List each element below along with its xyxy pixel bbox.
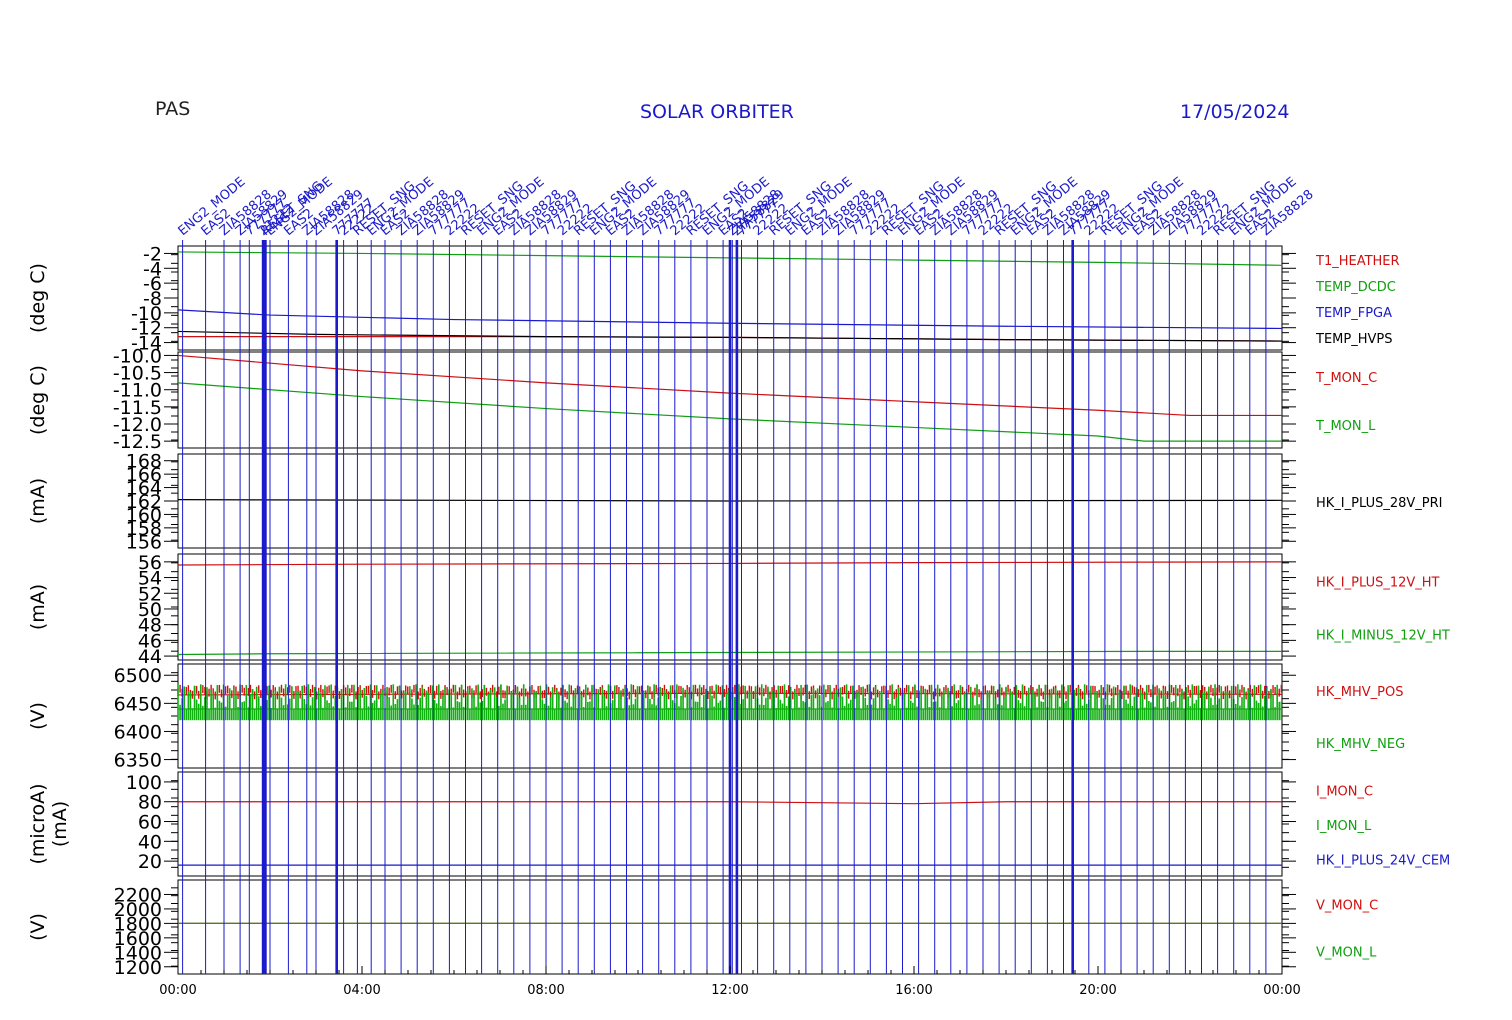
y-tick-label: 166 (126, 464, 162, 486)
legend-entry: T1_HEATHER (1315, 254, 1400, 269)
event-lines-layer (182, 240, 1267, 974)
y-axis-label: (mA) (27, 584, 49, 630)
y-tick-label: 168 (126, 451, 162, 473)
legend-entry: HK_I_PLUS_24V_CEM (1316, 854, 1450, 869)
y-tick-label: 2200 (114, 884, 162, 906)
legend-entry: HK_MHV_POS (1316, 685, 1404, 700)
panel-1: -2-4-6-8-10-12-14 (deg C) T1_HEATHER TEMP_D… (27, 243, 1400, 354)
y-tick-label: -14 (131, 333, 162, 355)
panel-2: -10.0-10.5-11.0-11.5-12.0-12.5 (deg C) T_M… (27, 345, 1377, 453)
y-tick-label: 6350 (114, 750, 162, 772)
y-axis-label: (mA) (27, 478, 49, 524)
y-tick-label: 46 (138, 630, 162, 652)
y-tick-label: 162 (126, 491, 162, 513)
y-tick-label: 1200 (114, 957, 162, 979)
y-axis-label: (V) (27, 913, 49, 941)
y-tick-label: -11.0 (113, 380, 162, 402)
x-tick-label: 12:00 (711, 983, 748, 998)
legend-entry: TEMP_HVPS (1315, 332, 1392, 347)
y-axis-label: (microA) (27, 783, 49, 864)
y-tick-label: -2 (143, 243, 162, 265)
y-tick-label: 6500 (114, 665, 162, 687)
y-tick-label: -8 (143, 288, 162, 310)
legend-entry: I_MON_C (1316, 784, 1373, 799)
legend-entry: V_MON_L (1316, 946, 1377, 961)
y-tick-label: 2000 (114, 899, 162, 921)
legend-entry: HK_I_PLUS_12V_HT (1316, 576, 1440, 591)
y-tick-label: -10.5 (113, 363, 162, 385)
x-tick-label: 20:00 (1079, 983, 1116, 998)
x-tick-label: 16:00 (895, 983, 932, 998)
event-label-layer: ENG2_MODEEAS2ZIA58828ZIA5882977777722222… (176, 101, 1317, 239)
y-tick-label: 1800 (114, 913, 162, 935)
x-tick-label: 00:00 (1263, 983, 1300, 998)
y-tick-label: 6450 (114, 693, 162, 715)
legend-entry: T_MON_L (1315, 419, 1376, 434)
y-tick-label: 164 (126, 478, 162, 500)
legend-entry: T_MON_C (1315, 371, 1377, 386)
y-tick-label: -6 (143, 273, 162, 295)
series-line (177, 309, 1283, 330)
y-tick-label: -12 (131, 318, 162, 340)
y-tick-label: -12.0 (113, 414, 162, 436)
y-tick-label: 40 (138, 831, 162, 853)
series-line (177, 330, 1283, 342)
y-tick-label: 100 (126, 772, 162, 794)
legend-entry: V_MON_C (1316, 899, 1378, 914)
y-tick-label: 56 (138, 552, 162, 574)
date-label: 17/05/2024 (1180, 101, 1290, 123)
y-tick-label: 156 (126, 531, 162, 553)
legend-entry: HK_I_PLUS_28V_PRI (1316, 496, 1442, 511)
legend-entry: TEMP_DCDC (1315, 280, 1396, 295)
y-axis-label: (deg C) (27, 263, 49, 333)
x-tick-label: 08:00 (527, 983, 564, 998)
legend-entry: TEMP_FPGA (1315, 306, 1392, 321)
y-tick-label: 20 (138, 851, 162, 873)
y-tick-label: -10 (131, 303, 162, 325)
y-axis-label-2: (mA) (49, 801, 71, 847)
y-tick-label: -12.5 (113, 431, 162, 453)
panel-5: 6500 6450 6400 6350 (V) HK_MHV_POS HK_MHV_NEG (27, 663, 1405, 772)
mission-label: SOLAR ORBITER (640, 101, 794, 123)
x-tick-label: 00:00 (159, 983, 196, 998)
y-tick-label: 160 (126, 504, 162, 526)
y-tick-label: 158 (126, 518, 162, 540)
y-tick-label: 52 (138, 583, 162, 605)
y-tick-label: 54 (138, 568, 162, 590)
y-tick-label: 1400 (114, 942, 162, 964)
x-tick-label: 04:00 (343, 983, 380, 998)
y-tick-label: -4 (143, 258, 162, 280)
y-tick-label: 50 (138, 599, 162, 621)
y-tick-label: 80 (138, 792, 162, 814)
y-tick-label: 1600 (114, 928, 162, 950)
y-axis-label: (deg C) (27, 365, 49, 435)
legend-entry: HK_I_MINUS_12V_HT (1316, 629, 1450, 644)
legend-entry: I_MON_L (1316, 819, 1372, 834)
y-tick-label: 48 (138, 615, 162, 637)
y-tick-label: -10.0 (113, 345, 162, 367)
y-tick-label: 60 (138, 812, 162, 834)
x-axis: 00:00 04:00 08:00 12:00 16:00 20:00 00:00 (159, 966, 1301, 998)
y-tick-label: 44 (138, 646, 162, 668)
y-axis-label: (V) (27, 702, 49, 730)
legend-entry: HK_MHV_NEG (1316, 737, 1405, 752)
instrument-title: PAS (155, 98, 191, 120)
y-tick-label: -11.5 (113, 397, 162, 419)
y-tick-label: 6400 (114, 721, 162, 743)
